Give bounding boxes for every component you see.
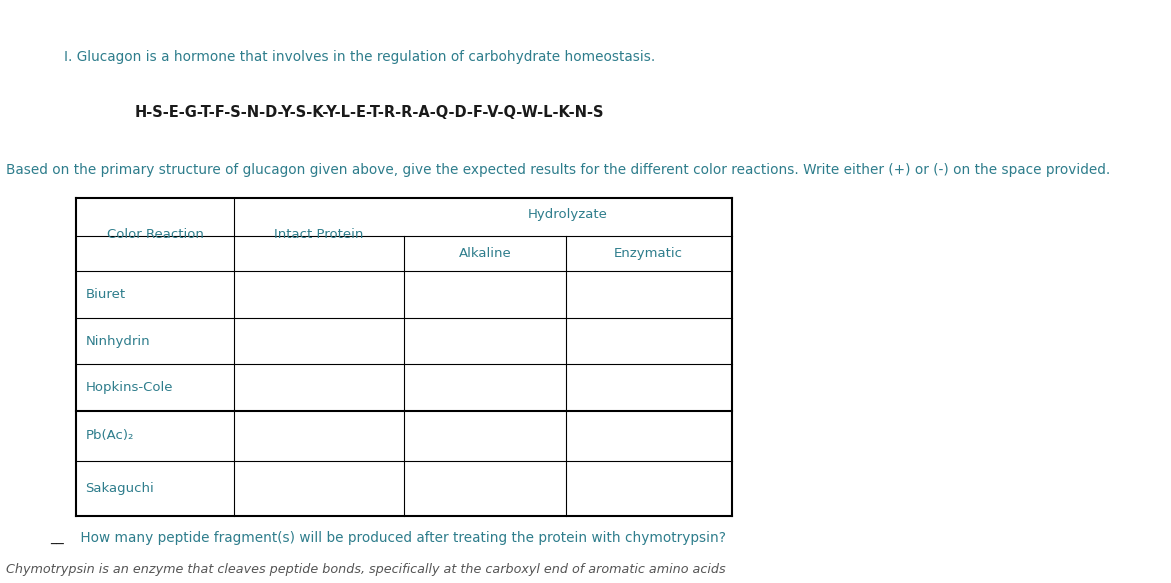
Text: Biuret: Biuret: [85, 288, 125, 301]
Text: Alkaline: Alkaline: [458, 247, 512, 260]
Text: Hopkins-Cole: Hopkins-Cole: [85, 381, 173, 394]
Text: H-S-E-G-T-F-S-N-D-Y-S-K-Y-L-E-T-R-R-A-Q-D-F-V-Q-W-L-K-N-S: H-S-E-G-T-F-S-N-D-Y-S-K-Y-L-E-T-R-R-A-Q-…: [135, 105, 604, 120]
Text: Color Reaction: Color Reaction: [107, 228, 204, 241]
Text: Ninhydrin: Ninhydrin: [85, 335, 150, 347]
Text: Enzymatic: Enzymatic: [615, 247, 683, 260]
Text: Sakaguchi: Sakaguchi: [85, 482, 155, 495]
Text: Based on the primary structure of glucagon given above, give the expected result: Based on the primary structure of glucag…: [6, 163, 1110, 177]
Text: Hydrolyzate: Hydrolyzate: [528, 208, 608, 221]
Text: Pb(Ac)₂: Pb(Ac)₂: [85, 429, 133, 442]
Text: __: __: [50, 531, 64, 545]
Text: How many peptide fragment(s) will be produced after treating the protein with ch: How many peptide fragment(s) will be pro…: [76, 531, 726, 545]
Text: I. Glucagon is a hormone that involves in the regulation of carbohydrate homeost: I. Glucagon is a hormone that involves i…: [64, 50, 656, 64]
Text: Intact Protein: Intact Protein: [274, 228, 364, 241]
Text: Chymotrypsin is an enzyme that cleaves peptide bonds, specifically at the carbox: Chymotrypsin is an enzyme that cleaves p…: [6, 563, 726, 575]
